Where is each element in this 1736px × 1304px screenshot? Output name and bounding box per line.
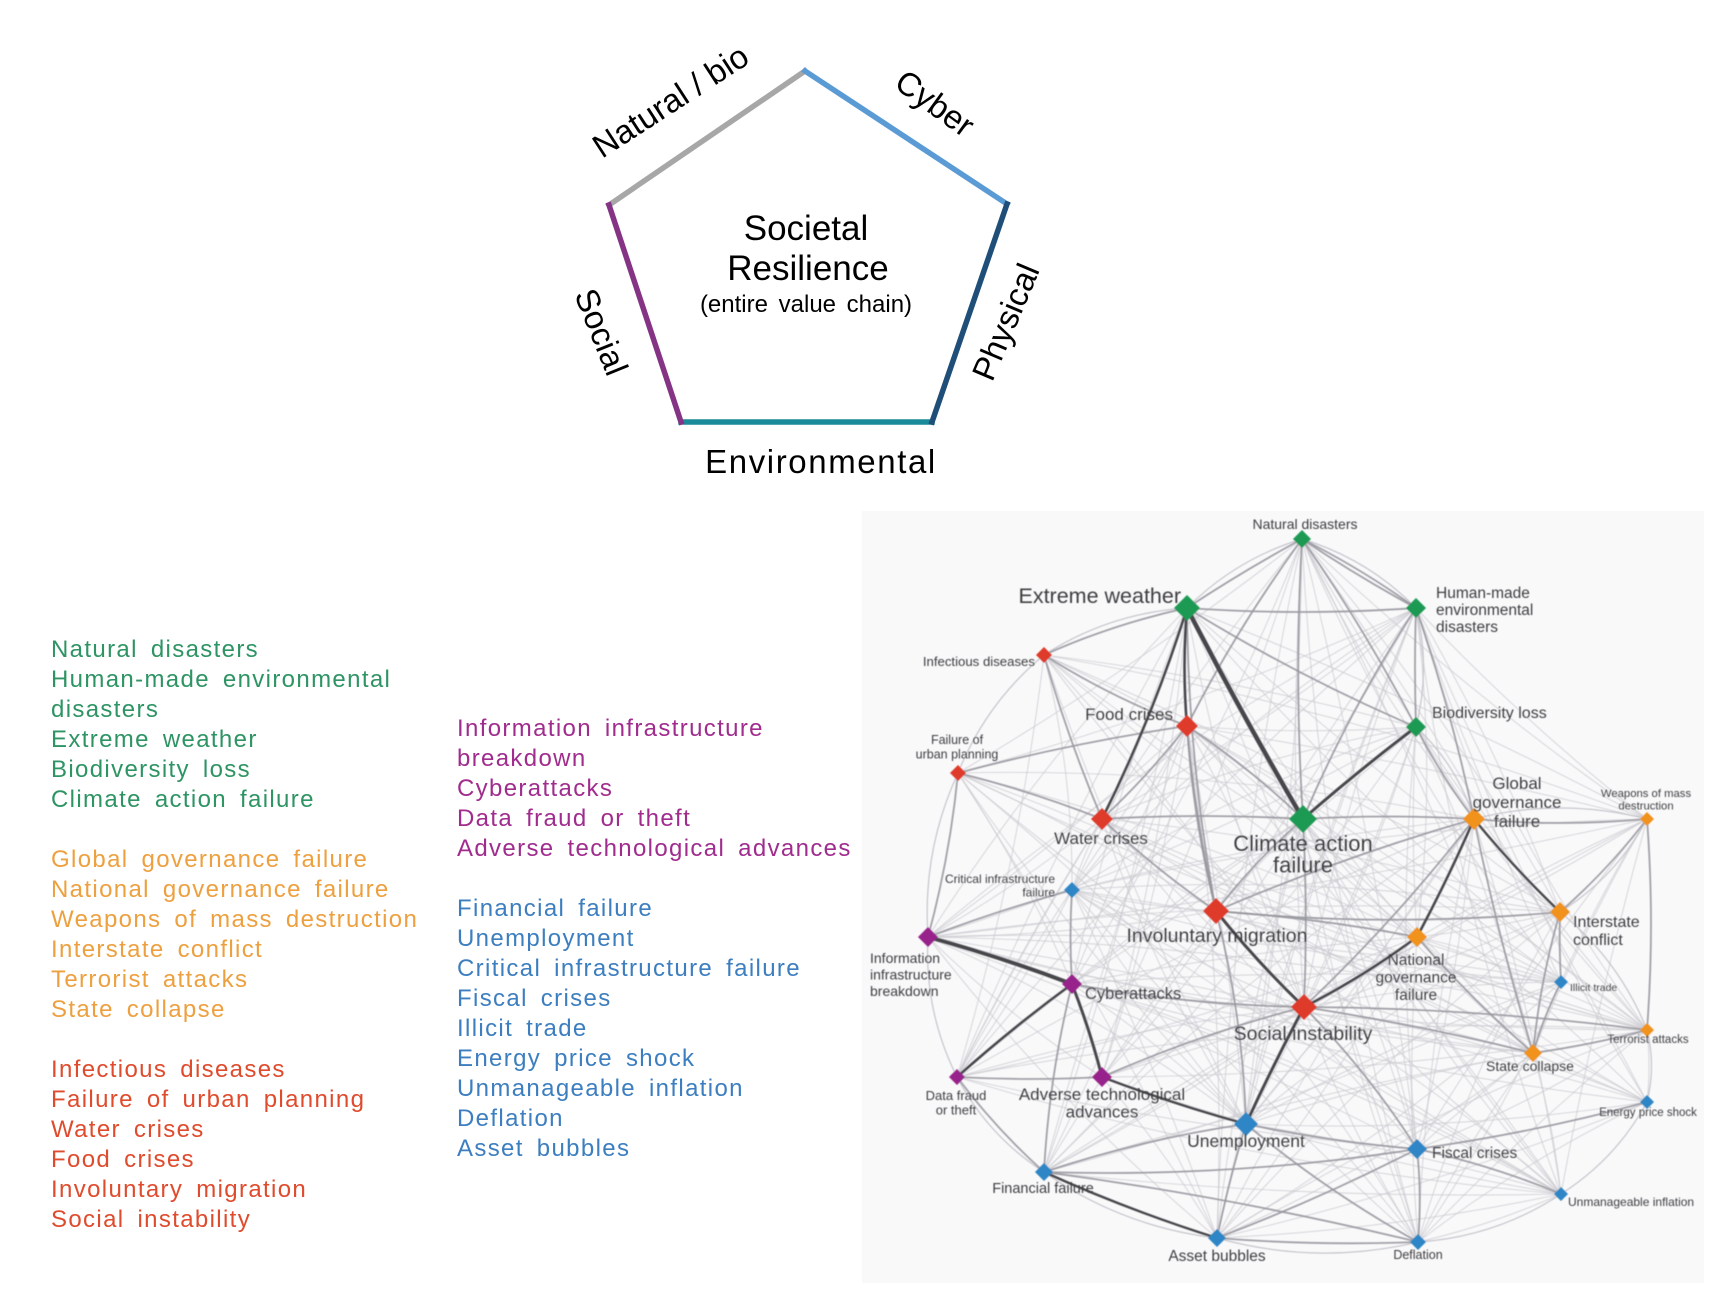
- svg-text:destruction: destruction: [1618, 801, 1673, 813]
- svg-text:Extreme weather: Extreme weather: [1018, 584, 1181, 608]
- svg-text:Environmental: Environmental: [705, 443, 937, 480]
- svg-text:Illicit trade: Illicit trade: [1570, 982, 1617, 994]
- svg-text:Biodiversity loss: Biodiversity loss: [1432, 705, 1547, 722]
- svg-text:Social: Social: [567, 283, 635, 380]
- svg-text:conflict: conflict: [1573, 932, 1623, 949]
- svg-text:governance: governance: [1473, 793, 1562, 812]
- svg-text:Unemployment: Unemployment: [1187, 1131, 1305, 1151]
- svg-text:breakdown: breakdown: [870, 983, 939, 999]
- svg-text:Cyber: Cyber: [889, 62, 982, 144]
- svg-text:urban planning: urban planning: [916, 748, 999, 762]
- svg-text:(entire value chain): (entire value chain): [700, 291, 912, 318]
- svg-text:Terrorist attacks: Terrorist attacks: [1607, 1034, 1688, 1046]
- svg-text:Cyberattacks: Cyberattacks: [1085, 985, 1181, 1003]
- svg-text:Information: Information: [870, 950, 940, 966]
- svg-text:Fiscal crises: Fiscal crises: [1432, 1145, 1518, 1162]
- svg-text:failure: failure: [1494, 812, 1540, 831]
- svg-text:Interstate: Interstate: [1573, 914, 1640, 931]
- svg-text:Food crises: Food crises: [1085, 705, 1173, 724]
- svg-text:infrastructure: infrastructure: [870, 967, 952, 983]
- svg-text:Infectious diseases: Infectious diseases: [923, 654, 1036, 669]
- svg-text:Physical: Physical: [965, 258, 1047, 386]
- svg-text:Unmanageable inflation: Unmanageable inflation: [1568, 1195, 1694, 1209]
- svg-text:Societal: Societal: [744, 209, 869, 248]
- svg-text:Water crises: Water crises: [1054, 829, 1148, 848]
- svg-text:Failure of: Failure of: [931, 733, 984, 747]
- svg-text:Involuntary migration: Involuntary migration: [1126, 925, 1307, 947]
- svg-text:Resilience: Resilience: [727, 249, 888, 288]
- svg-text:disasters: disasters: [1436, 619, 1498, 636]
- svg-text:Natural disasters: Natural disasters: [1252, 516, 1357, 532]
- svg-text:Data fraud: Data fraud: [926, 1088, 987, 1103]
- svg-text:Global: Global: [1492, 774, 1541, 793]
- svg-text:failure: failure: [1022, 886, 1055, 900]
- svg-text:State collapse: State collapse: [1486, 1058, 1574, 1074]
- svg-text:Deflation: Deflation: [1393, 1248, 1442, 1262]
- svg-text:Natural / bio: Natural / bio: [586, 37, 755, 165]
- svg-text:Energy price shock: Energy price shock: [1599, 1107, 1697, 1119]
- svg-text:Adverse technological: Adverse technological: [1019, 1085, 1185, 1104]
- svg-text:Climate action: Climate action: [1233, 831, 1372, 856]
- svg-text:Human-made: Human-made: [1436, 585, 1530, 602]
- svg-text:Weapons of mass: Weapons of mass: [1601, 788, 1692, 800]
- svg-text:failure: failure: [1395, 987, 1437, 1004]
- svg-text:Asset bubbles: Asset bubbles: [1168, 1248, 1266, 1265]
- svg-text:Financial failure: Financial failure: [992, 1181, 1094, 1197]
- svg-text:advances: advances: [1066, 1103, 1139, 1122]
- svg-text:failure: failure: [1273, 853, 1333, 878]
- svg-text:National: National: [1388, 952, 1445, 969]
- svg-text:Social instability: Social instability: [1234, 1023, 1373, 1045]
- svg-text:governance: governance: [1375, 970, 1456, 987]
- svg-text:or theft: or theft: [936, 1103, 977, 1118]
- svg-text:environmental: environmental: [1436, 602, 1533, 619]
- svg-text:Critical infrastructure: Critical infrastructure: [945, 872, 1055, 886]
